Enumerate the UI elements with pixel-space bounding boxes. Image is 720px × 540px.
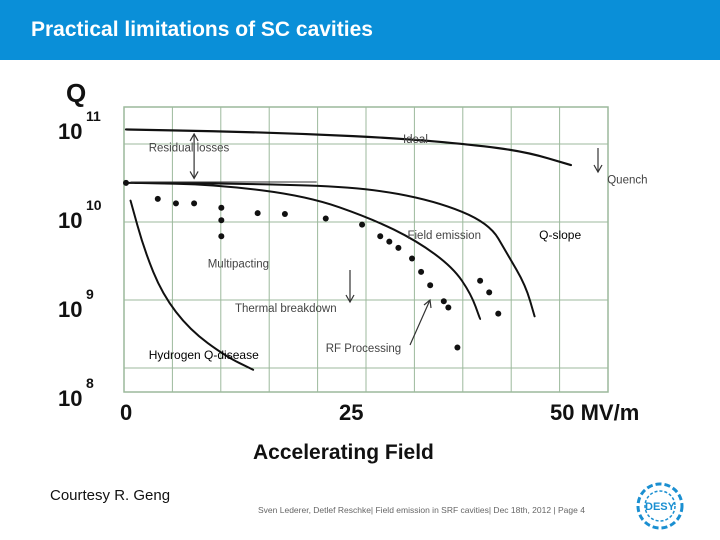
rf-processing-arrow <box>409 299 431 346</box>
footer-text: Sven Lederer, Detlef Reschke| Field emis… <box>258 505 585 515</box>
quench-arrowhead <box>593 164 603 174</box>
residual-arrowhead-up <box>189 132 199 142</box>
annotation-q-slope: Q-slope <box>539 228 581 242</box>
curve-hydrogen <box>129 199 255 371</box>
data-point <box>218 217 225 224</box>
annotation-quench: Quench <box>607 175 647 187</box>
y-tick-exponent: 11 <box>86 108 101 124</box>
title-bar: Practical limitations of SC cavities <box>0 0 720 60</box>
y-tick-exponent: 8 <box>86 375 94 391</box>
data-point <box>495 310 502 317</box>
x-tick-label: 0 <box>120 400 132 425</box>
logo-label: DESY <box>645 501 676 513</box>
data-point <box>395 244 402 251</box>
data-point <box>477 277 484 284</box>
y-tick-label: 10 <box>58 386 82 411</box>
data-point <box>172 200 179 207</box>
data-point <box>454 344 461 351</box>
data-point <box>386 238 393 245</box>
data-point <box>409 255 416 262</box>
y-tick-label: 10 <box>58 119 82 144</box>
data-point <box>486 289 493 296</box>
data-point <box>218 204 225 211</box>
data-point <box>123 179 129 186</box>
data-point <box>445 304 452 311</box>
annotation-field-emission: Field emission <box>407 230 481 242</box>
data-point <box>359 221 366 228</box>
x-tick-label: 25 <box>339 400 363 425</box>
credit-text: Courtesy R. Geng <box>50 487 171 504</box>
annotation-hydrogen: Hydrogen Q-disease <box>149 348 259 362</box>
thermal-arrowhead <box>345 294 355 304</box>
annotation-thermal: Thermal breakdown <box>235 303 337 315</box>
y-axis-label: Q <box>66 78 86 108</box>
curve-field-emission <box>134 181 482 321</box>
data-point <box>440 298 447 305</box>
annotation-rf-processing: RF Processing <box>326 343 401 355</box>
x-tick-label: 50 MV/m <box>550 400 639 425</box>
data-point <box>154 195 161 202</box>
data-point <box>377 233 384 240</box>
data-point <box>191 200 198 207</box>
data-point <box>418 268 425 275</box>
curve-q-slope <box>125 181 536 318</box>
annotation-ideal: Ideal <box>403 134 428 146</box>
data-point <box>281 211 288 217</box>
page-title: Practical limitations of SC cavities <box>31 18 373 41</box>
data-point <box>427 282 434 289</box>
y-tick-label: 10 <box>58 208 82 233</box>
annotation-residual: Residual losses <box>149 143 230 155</box>
rf-processing-arrowhead <box>423 298 432 309</box>
y-tick-exponent: 10 <box>86 197 102 213</box>
curve-ideal <box>124 128 573 167</box>
data-point <box>218 233 225 240</box>
x-axis-label: Accelerating Field <box>253 441 434 464</box>
residual-arrowhead-down <box>189 171 199 180</box>
data-point <box>322 215 329 222</box>
annotation-multipacting: Multipacting <box>208 258 269 270</box>
y-tick-exponent: 9 <box>86 286 94 302</box>
y-tick-label: 10 <box>58 297 82 322</box>
data-point <box>254 210 261 217</box>
desy-logo: DESY <box>636 482 684 530</box>
